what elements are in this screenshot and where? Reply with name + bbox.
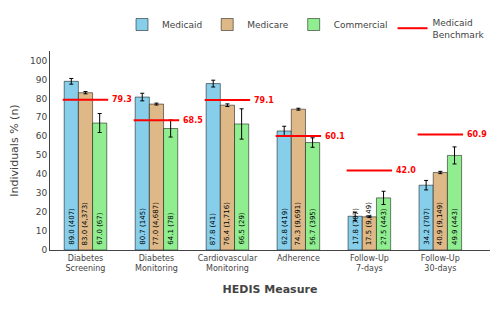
svg-text:74.3 (9,691): 74.3 (9,691) xyxy=(294,202,302,246)
svg-text:10: 10 xyxy=(36,226,48,236)
svg-text:20: 20 xyxy=(36,207,48,217)
svg-text:30: 30 xyxy=(36,188,48,198)
svg-text:Adherence: Adherence xyxy=(277,254,320,263)
svg-text:56.7 (395): 56.7 (395) xyxy=(309,208,317,245)
svg-text:Medicaid: Medicaid xyxy=(162,20,202,30)
svg-text:64.1 (78): 64.1 (78) xyxy=(167,212,175,244)
svg-text:HEDIS Measure: HEDIS Measure xyxy=(223,283,318,296)
svg-text:67.0 (67): 67.0 (67) xyxy=(96,212,104,244)
svg-text:DiabetesMonitoring: DiabetesMonitoring xyxy=(135,254,178,273)
svg-text:66.5 (29): 66.5 (29) xyxy=(238,212,246,244)
svg-text:76.4 (1,716): 76.4 (1,716) xyxy=(223,202,231,246)
svg-text:62.8 (419): 62.8 (419) xyxy=(281,208,289,245)
svg-text:100: 100 xyxy=(30,56,47,66)
svg-text:Follow-Up7-days: Follow-Up7-days xyxy=(350,254,389,273)
svg-text:77.0 (4,687): 77.0 (4,687) xyxy=(152,202,160,246)
svg-text:60.1: 60.1 xyxy=(325,132,345,141)
svg-text:42.0: 42.0 xyxy=(396,166,416,175)
svg-text:17.5 (9,149): 17.5 (9,149) xyxy=(365,202,373,246)
svg-text:80.7 (145): 80.7 (145) xyxy=(139,208,147,245)
svg-text:83.0 (4,373): 83.0 (4,373) xyxy=(81,202,89,246)
svg-text:Medicare: Medicare xyxy=(247,20,288,30)
svg-text:0: 0 xyxy=(41,245,47,255)
svg-text:17.8 (707): 17.8 (707) xyxy=(352,208,360,245)
svg-text:60.9: 60.9 xyxy=(467,130,487,139)
svg-text:80: 80 xyxy=(36,94,48,104)
svg-text:27.5 (443): 27.5 (443) xyxy=(380,208,388,245)
svg-text:MedicaidBenchmark: MedicaidBenchmark xyxy=(433,18,485,40)
svg-text:70: 70 xyxy=(36,112,48,122)
svg-text:79.1: 79.1 xyxy=(254,96,274,105)
svg-text:50: 50 xyxy=(36,150,48,160)
svg-text:90: 90 xyxy=(36,75,48,85)
svg-text:CardiovascularMonitoring: CardiovascularMonitoring xyxy=(198,254,258,273)
svg-text:89.0 (407): 89.0 (407) xyxy=(68,208,76,245)
svg-text:79.3: 79.3 xyxy=(112,95,132,104)
svg-text:68.5: 68.5 xyxy=(183,116,203,125)
svg-text:Individuals % (n): Individuals % (n) xyxy=(8,104,21,196)
svg-text:40.9 (9,149): 40.9 (9,149) xyxy=(436,202,444,246)
svg-text:87.8 (41): 87.8 (41) xyxy=(209,213,217,245)
svg-text:60: 60 xyxy=(36,131,48,141)
svg-text:Commercial: Commercial xyxy=(334,20,388,30)
svg-text:40: 40 xyxy=(36,169,48,179)
svg-text:49.9 (443): 49.9 (443) xyxy=(451,208,459,245)
svg-text:Follow-Up30-days: Follow-Up30-days xyxy=(421,254,460,273)
svg-text:34.2 (707): 34.2 (707) xyxy=(423,208,431,245)
svg-text:DiabetesScreening: DiabetesScreening xyxy=(66,254,106,273)
